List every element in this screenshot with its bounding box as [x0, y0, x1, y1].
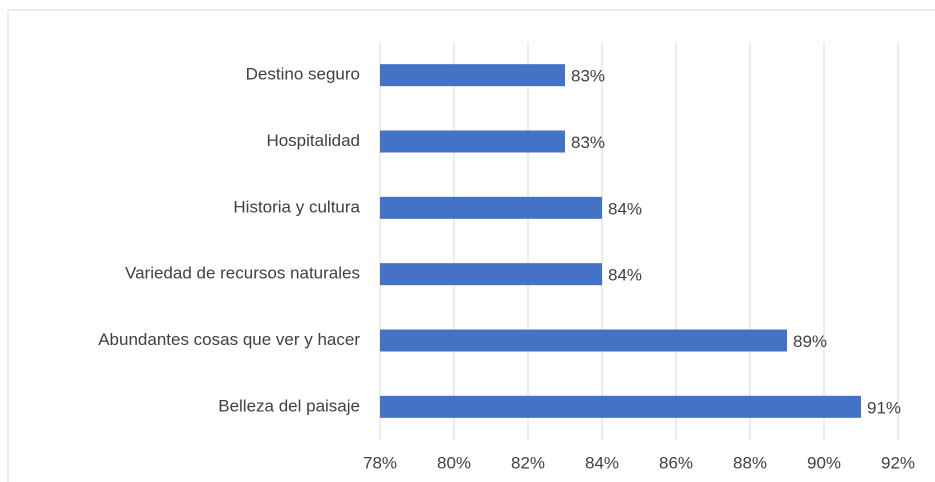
x-tick-label: 78%: [363, 453, 397, 472]
y-tick-label: Abundantes cosas que ver y hacer: [98, 330, 360, 349]
y-tick-label: Destino seguro: [246, 65, 360, 84]
bar: [380, 329, 787, 352]
data-label: 91%: [867, 398, 901, 417]
data-label: 83%: [571, 67, 605, 86]
x-tick-label: 84%: [585, 453, 619, 472]
y-tick-label: Variedad de recursos naturales: [125, 264, 360, 283]
y-tick-label: Hospitalidad: [266, 131, 360, 150]
bar: [380, 130, 565, 153]
bar: [380, 196, 602, 219]
x-tick-label: 92%: [881, 453, 915, 472]
x-tick-label: 88%: [733, 453, 767, 472]
x-tick-label: 82%: [511, 453, 545, 472]
bar: [380, 395, 861, 418]
y-tick-label: Belleza del paisaje: [218, 396, 360, 415]
data-label: 84%: [608, 199, 642, 218]
x-tick-label: 80%: [437, 453, 471, 472]
data-label: 89%: [793, 332, 827, 351]
data-label: 83%: [571, 133, 605, 152]
x-tick-label: 90%: [807, 453, 841, 472]
y-tick-label: Historia y cultura: [233, 197, 360, 216]
bar: [380, 263, 602, 286]
x-tick-label: 86%: [659, 453, 693, 472]
bar: [380, 64, 565, 87]
data-label: 84%: [608, 266, 642, 285]
